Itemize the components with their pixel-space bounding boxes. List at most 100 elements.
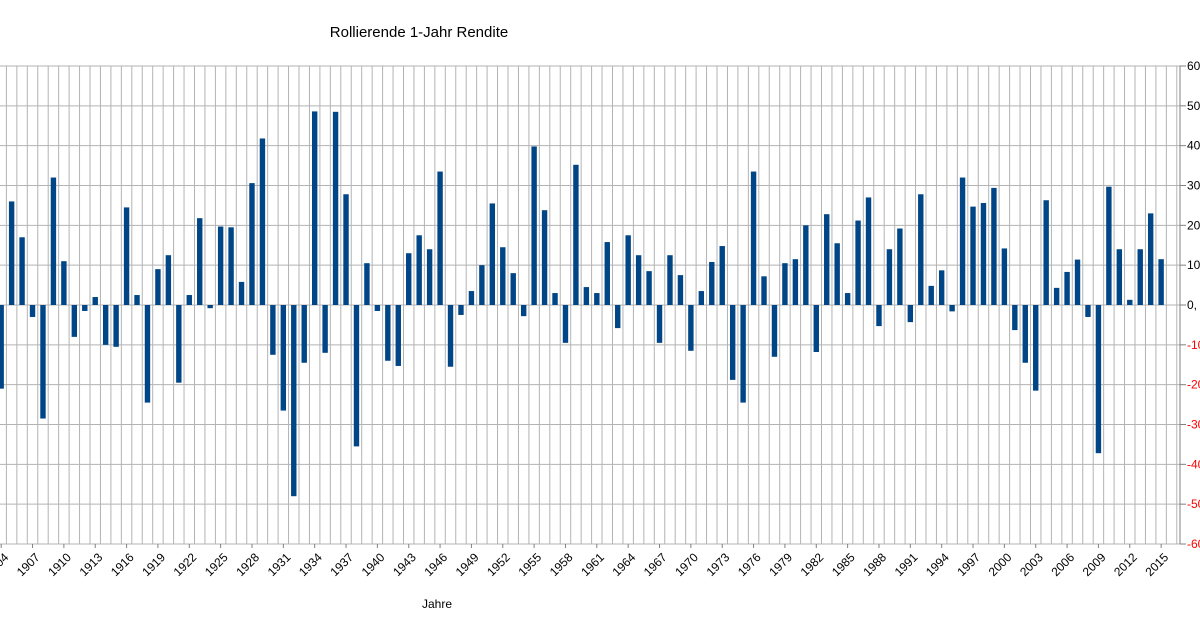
bar-1905 <box>8 201 15 305</box>
bar-1947 <box>447 305 454 367</box>
bar-1912 <box>82 305 88 311</box>
bar-1966 <box>646 271 652 305</box>
bar-1996 <box>959 177 966 305</box>
bar-1976 <box>750 171 757 305</box>
gridlines <box>0 65 1180 545</box>
y-tick-label: -30 <box>1187 418 1200 432</box>
x-tick-label: 1967 <box>641 550 670 579</box>
x-tick-label: 2000 <box>986 550 1015 579</box>
x-tick-label: 1985 <box>829 550 858 579</box>
bar-1955 <box>531 146 537 305</box>
bar-1914 <box>102 305 109 345</box>
bar-1906 <box>19 237 25 305</box>
bar-1915 <box>113 305 119 347</box>
bar-1985 <box>844 293 851 305</box>
bar-1980 <box>792 259 799 305</box>
y-tick-label: 40 <box>1187 139 1200 153</box>
x-tick-label: 1928 <box>233 550 262 579</box>
bar-2009 <box>1095 305 1102 454</box>
bar-1944 <box>416 235 422 305</box>
chart-title: Rollierende 1-Jahr Rendite <box>330 24 508 41</box>
x-tick-label: 1964 <box>610 550 639 579</box>
bar-2000 <box>1001 248 1008 305</box>
x-tick-label: 2006 <box>1048 550 1077 579</box>
x-tick-labels: 1904 1907 1910 1913 1916 1919 1922 1925 1928 1931… <box>0 544 1171 579</box>
bar-1949 <box>468 291 475 305</box>
bar-1973 <box>719 246 725 305</box>
bar-2005 <box>1053 287 1060 305</box>
bar-1999 <box>991 187 997 305</box>
x-tick-label: 1946 <box>421 550 450 579</box>
bar-1958 <box>562 305 569 343</box>
bar-1939 <box>364 263 370 305</box>
bar-1917 <box>134 295 140 305</box>
bar-1932 <box>291 305 297 497</box>
y-tick-label: 20 <box>1187 218 1200 232</box>
x-tick-label: 1988 <box>860 550 889 579</box>
bar-1974 <box>729 305 736 380</box>
bar-1950 <box>479 265 485 305</box>
bar-1922 <box>186 295 192 305</box>
bar-1910 <box>61 261 67 305</box>
bar-1967 <box>656 305 663 343</box>
bar-1909 <box>50 177 57 305</box>
bar-1994 <box>938 270 945 305</box>
bar-1972 <box>709 261 715 305</box>
x-tick-label: 1979 <box>766 550 795 579</box>
bar-1941 <box>385 305 391 361</box>
bar-2013 <box>1137 249 1143 305</box>
bar-1963 <box>615 305 621 329</box>
bar-1940 <box>374 305 381 311</box>
bar-1924 <box>207 305 213 309</box>
bar-1987 <box>865 197 872 305</box>
bars <box>0 111 1164 497</box>
bar-1981 <box>803 225 809 305</box>
bar-1953 <box>510 273 516 305</box>
x-tick-label: 2012 <box>1111 550 1140 579</box>
bar-2015 <box>1158 259 1164 305</box>
y-tick-label: 60 <box>1187 59 1200 73</box>
bar-1904 <box>0 305 4 389</box>
x-tick-label: 1940 <box>359 550 388 579</box>
bar-1943 <box>406 253 412 305</box>
bar-1962 <box>604 242 610 305</box>
bar-1931 <box>280 305 287 411</box>
bar-1997 <box>970 206 976 305</box>
bar-2011 <box>1116 249 1123 305</box>
bar-2012 <box>1127 299 1133 305</box>
y-tick-label: 50 <box>1187 99 1200 113</box>
bar-1965 <box>635 255 642 305</box>
x-tick-label: 1961 <box>578 550 607 579</box>
x-tick-label: 2003 <box>1017 550 1046 579</box>
bar-1918 <box>144 305 151 403</box>
bar-2001 <box>1012 305 1018 331</box>
bar-1969 <box>677 275 684 305</box>
bar-1964 <box>625 235 631 305</box>
x-axis-label: Jahre <box>422 597 452 611</box>
bar-2014 <box>1147 213 1154 305</box>
y-tick-label: -20 <box>1187 378 1200 392</box>
bar-1907 <box>29 305 36 317</box>
x-tick-label: 1910 <box>45 550 74 579</box>
bar-2006 <box>1064 271 1070 305</box>
bar-1968 <box>667 255 673 305</box>
bar-1942 <box>395 305 401 366</box>
x-tick-label: 1919 <box>139 550 168 579</box>
y-tick-label: 30 <box>1187 179 1200 193</box>
bar-1923 <box>197 218 203 305</box>
bar-2008 <box>1085 305 1091 317</box>
x-tick-label: 1952 <box>484 550 513 579</box>
x-tick-label: 1958 <box>547 550 576 579</box>
bar-1929 <box>259 138 266 305</box>
bar-2007 <box>1074 259 1081 305</box>
bar-1938 <box>353 305 360 447</box>
bar-1926 <box>228 227 234 305</box>
x-tick-label: 1973 <box>704 550 733 579</box>
bar-1920 <box>165 255 172 305</box>
bar-1935 <box>322 305 328 353</box>
bar-1951 <box>489 203 496 305</box>
bar-1916 <box>123 207 130 305</box>
bar-1992 <box>918 194 924 305</box>
bar-2010 <box>1106 186 1112 305</box>
